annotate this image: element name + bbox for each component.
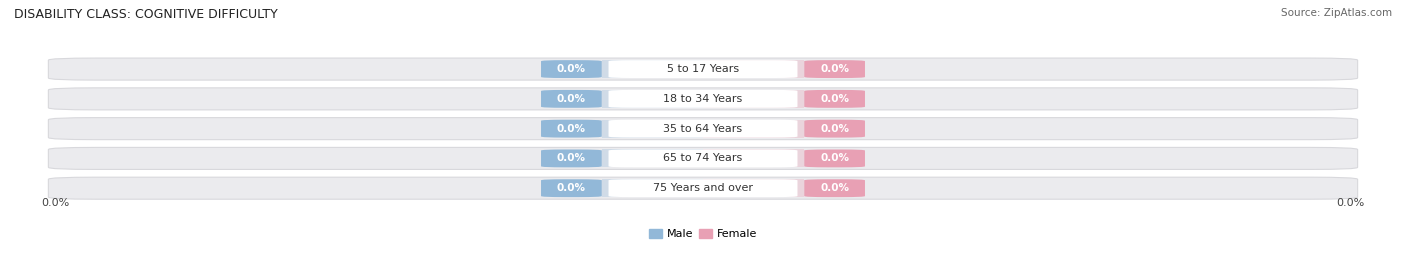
FancyBboxPatch shape	[541, 90, 602, 108]
Text: Source: ZipAtlas.com: Source: ZipAtlas.com	[1281, 8, 1392, 18]
FancyBboxPatch shape	[703, 90, 804, 108]
FancyBboxPatch shape	[541, 120, 602, 137]
Text: 0.0%: 0.0%	[820, 124, 849, 134]
FancyBboxPatch shape	[602, 179, 703, 197]
Text: 0.0%: 0.0%	[820, 94, 849, 104]
Text: 0.0%: 0.0%	[42, 198, 70, 209]
FancyBboxPatch shape	[541, 179, 602, 197]
FancyBboxPatch shape	[602, 90, 703, 108]
FancyBboxPatch shape	[703, 179, 804, 197]
FancyBboxPatch shape	[804, 150, 865, 167]
FancyBboxPatch shape	[48, 177, 1358, 199]
FancyBboxPatch shape	[602, 120, 703, 137]
Text: 0.0%: 0.0%	[820, 153, 849, 163]
Text: 65 to 74 Years: 65 to 74 Years	[664, 153, 742, 163]
FancyBboxPatch shape	[804, 120, 865, 137]
FancyBboxPatch shape	[609, 179, 797, 197]
FancyBboxPatch shape	[602, 150, 703, 167]
FancyBboxPatch shape	[48, 118, 1358, 140]
Text: 18 to 34 Years: 18 to 34 Years	[664, 94, 742, 104]
FancyBboxPatch shape	[609, 150, 797, 167]
Text: 5 to 17 Years: 5 to 17 Years	[666, 64, 740, 74]
FancyBboxPatch shape	[609, 60, 797, 78]
Text: DISABILITY CLASS: COGNITIVE DIFFICULTY: DISABILITY CLASS: COGNITIVE DIFFICULTY	[14, 8, 278, 21]
FancyBboxPatch shape	[703, 120, 804, 137]
FancyBboxPatch shape	[804, 90, 865, 108]
FancyBboxPatch shape	[48, 58, 1358, 80]
Text: 75 Years and over: 75 Years and over	[652, 183, 754, 193]
FancyBboxPatch shape	[703, 60, 804, 78]
Text: 35 to 64 Years: 35 to 64 Years	[664, 124, 742, 134]
FancyBboxPatch shape	[804, 179, 865, 197]
FancyBboxPatch shape	[541, 150, 602, 167]
FancyBboxPatch shape	[609, 90, 797, 108]
Text: 0.0%: 0.0%	[557, 64, 586, 74]
Text: 0.0%: 0.0%	[557, 153, 586, 163]
FancyBboxPatch shape	[804, 60, 865, 78]
Text: 0.0%: 0.0%	[820, 64, 849, 74]
FancyBboxPatch shape	[541, 60, 602, 78]
Text: 0.0%: 0.0%	[557, 124, 586, 134]
FancyBboxPatch shape	[48, 147, 1358, 169]
FancyBboxPatch shape	[609, 120, 797, 137]
Text: 0.0%: 0.0%	[820, 183, 849, 193]
Text: 0.0%: 0.0%	[557, 94, 586, 104]
Text: 0.0%: 0.0%	[557, 183, 586, 193]
FancyBboxPatch shape	[602, 60, 703, 78]
FancyBboxPatch shape	[48, 88, 1358, 110]
Legend: Male, Female: Male, Female	[644, 224, 762, 244]
Text: 0.0%: 0.0%	[1336, 198, 1364, 209]
FancyBboxPatch shape	[703, 150, 804, 167]
